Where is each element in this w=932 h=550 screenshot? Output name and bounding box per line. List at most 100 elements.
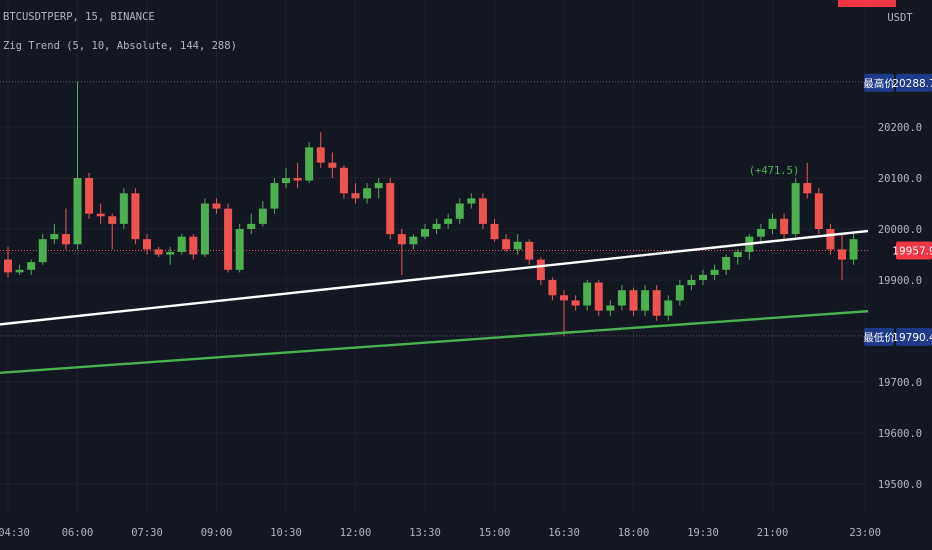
candle-body	[722, 257, 731, 270]
candle-body	[96, 213, 105, 217]
candle-body	[50, 234, 59, 240]
candle-body	[247, 223, 256, 229]
candle-body	[502, 239, 511, 250]
time-tick-label: 10:30	[270, 527, 302, 539]
candle-body	[814, 193, 823, 229]
time-tick-label: 04:30	[0, 527, 30, 539]
indicator-header[interactable]: Zig Trend (5, 10, Absolute, 144, 288)	[3, 40, 237, 52]
candle-body	[131, 193, 140, 240]
candle-body	[386, 183, 395, 235]
time-tick-label: 06:00	[62, 527, 94, 539]
low-price-badge-label-bg	[864, 327, 894, 346]
currency-label: USDT	[887, 12, 913, 24]
time-axis[interactable]: 04:30 06:00 07:30 09:00 10:30 12:00 13:30 15:00…	[0, 517, 932, 550]
candle-body	[258, 208, 267, 224]
time-axis-bg	[0, 517, 932, 550]
candle-body	[339, 167, 348, 194]
candle-body	[374, 183, 383, 189]
candle-body	[455, 203, 464, 219]
candle-body	[108, 216, 117, 224]
time-tick-label: 21:00	[757, 527, 789, 539]
candle-body	[61, 234, 70, 245]
symbol-header: BTCUSDTPERP, 15, BINANCE	[3, 11, 155, 23]
candle-body	[478, 198, 487, 224]
time-tick-label: 09:00	[201, 527, 233, 539]
candle-body	[351, 193, 360, 199]
candle-body	[838, 249, 846, 260]
candle-body	[15, 269, 24, 273]
price-tick-label: 20000.0	[878, 224, 922, 236]
candle-body	[189, 236, 198, 255]
candle-body	[826, 229, 835, 250]
candle-body	[421, 229, 429, 237]
candle-body	[687, 280, 696, 286]
candle-body	[710, 269, 719, 275]
candle-body	[282, 178, 290, 184]
trend-lines: (+471.5)	[0, 165, 899, 375]
candle-body	[432, 223, 441, 229]
high-price-badge-label: 最高价	[863, 77, 895, 90]
candle-body	[733, 251, 742, 258]
candle-body	[177, 236, 186, 252]
time-tick-label: 19:30	[687, 527, 719, 539]
time-tick-label: 15:00	[479, 527, 511, 539]
candle-body	[536, 259, 545, 280]
candle-body	[768, 218, 777, 229]
current-price-badge-value: 19957.9	[892, 245, 932, 257]
high-price-badge-label-bg	[864, 73, 894, 92]
candle-body	[200, 203, 209, 255]
price-tick-label: 19600.0	[878, 428, 922, 440]
price-tick-label: 20200.0	[878, 122, 922, 134]
white-trend-line	[0, 228, 877, 326]
candle-body	[490, 223, 499, 240]
current-price-badge: 19957.9	[892, 241, 932, 260]
time-tick-label: 16:30	[548, 527, 580, 539]
candle-body	[27, 262, 36, 270]
candle-body	[699, 274, 707, 280]
candle-body	[154, 249, 163, 255]
candle-body	[641, 290, 650, 311]
candle-body	[664, 300, 673, 316]
candle-body	[560, 295, 568, 301]
candle-body	[38, 239, 47, 263]
candle-body	[305, 147, 314, 181]
candle-body	[73, 178, 82, 245]
low-price-badge-label: 最低价	[863, 331, 895, 344]
time-tick-label: 18:00	[618, 527, 650, 539]
candle-body	[224, 208, 233, 270]
low-price-badge-value: 19790.4	[892, 332, 932, 344]
price-tick-label: 19500.0	[878, 479, 922, 491]
high-price-badge-value-bg	[896, 73, 932, 92]
candle-body	[328, 162, 337, 168]
candles	[4, 81, 858, 336]
price-tick-label: 20100.0	[878, 173, 922, 185]
candle-body	[780, 218, 789, 235]
low-price-badge-value-bg	[896, 327, 932, 346]
candle-body	[548, 280, 557, 296]
candle-body	[652, 290, 661, 316]
time-tick-label: 13:30	[409, 527, 441, 539]
time-tick-label: 23:00	[849, 527, 881, 539]
candle-body	[293, 178, 302, 181]
candle-body	[791, 183, 800, 235]
candle-body	[166, 251, 175, 255]
candle-body	[571, 300, 580, 306]
candle-body	[617, 290, 626, 306]
candle-body	[444, 218, 453, 224]
candle-body	[363, 188, 372, 199]
candle-body	[212, 203, 221, 209]
candle-body	[594, 282, 603, 311]
candle-body	[803, 183, 812, 194]
candle-body	[397, 234, 406, 245]
candle-body	[629, 290, 638, 311]
candle-body	[467, 198, 476, 204]
time-tick-label: 12:00	[340, 527, 372, 539]
price-tick-label: 19700.0	[878, 377, 922, 389]
green-trend-line	[0, 307, 899, 375]
high-price-badge-value: 20288.7	[892, 78, 932, 90]
grid-lines	[0, 0, 868, 512]
candle-body	[583, 282, 592, 306]
